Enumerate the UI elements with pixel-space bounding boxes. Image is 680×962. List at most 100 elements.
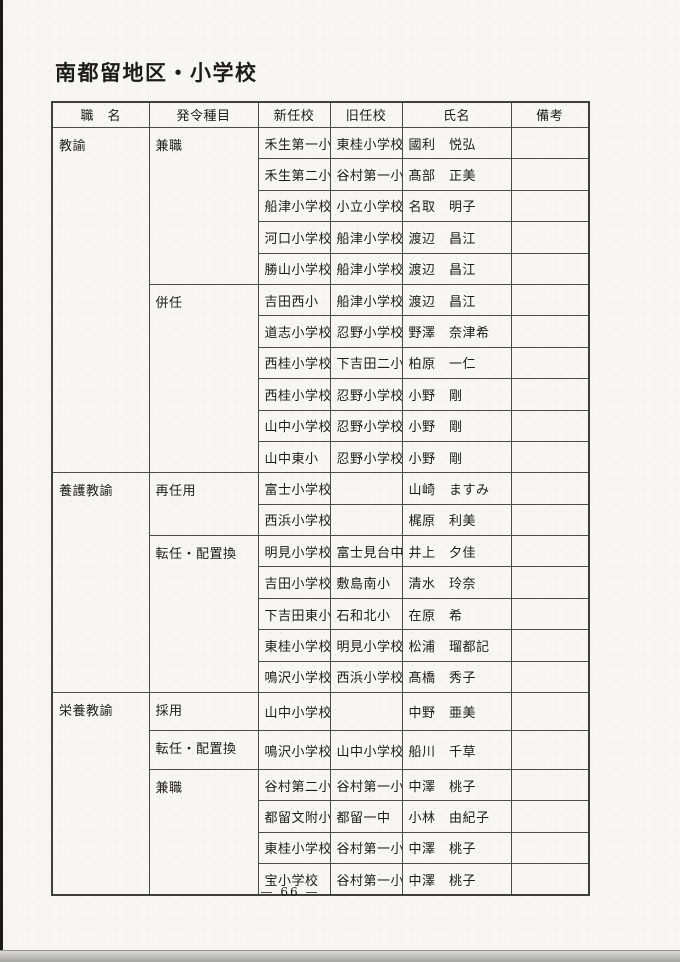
remarks-cell: [510, 472, 590, 505]
new-school-cell: 明見小学校: [257, 535, 331, 568]
name-cell: 名取 明子: [401, 189, 512, 223]
column-header-name: 氏名: [401, 101, 512, 128]
old-school-cell: 都留一中: [329, 800, 403, 833]
remarks-cell: [510, 283, 590, 317]
old-school-cell: 小立小学校: [329, 189, 403, 223]
new-school-cell: 西桂小学校: [257, 378, 331, 411]
new-school-cell: 勝山小学校: [257, 252, 331, 285]
column-header-order-type: 発令種目: [148, 101, 259, 128]
name-cell: 井上 夕佳: [401, 535, 512, 568]
table-row: 転任・配置換 鳴沢小学校 山中小学校 船川 千草: [52, 730, 590, 770]
new-school-cell: 山中東小: [257, 440, 331, 474]
remarks-cell: [510, 768, 590, 802]
old-school-cell: 谷村第一小: [329, 831, 403, 864]
new-school-cell: 東桂小学校: [257, 629, 331, 662]
name-cell: 中野 亜美: [401, 692, 512, 732]
personnel-transfer-table: 職 名 発令種目 新任校 旧任校 氏名 備考 教諭兼職 禾生第一小東桂小学校 國利 …: [51, 101, 590, 897]
order-type-cell: 転任・配置換: [148, 535, 259, 694]
old-school-cell: 西浜小学校: [329, 660, 403, 694]
old-school-cell: 船津小学校: [329, 221, 403, 254]
name-cell: 髙部 正美: [401, 158, 512, 191]
new-school-cell: 山中小学校: [257, 409, 331, 442]
name-cell: 渡辺 昌江: [401, 283, 512, 317]
page-number: — 66 —: [260, 885, 320, 899]
remarks-cell: [510, 503, 590, 537]
remarks-cell: [510, 660, 590, 694]
old-school-cell: 忍野小学校: [329, 378, 403, 411]
name-cell: 清水 玲奈: [401, 566, 512, 599]
new-school-cell: 禾生第一小: [257, 126, 331, 160]
new-school-cell: 西浜小学校: [257, 503, 331, 537]
old-school-cell: 敷島南小: [329, 566, 403, 599]
table-row: 吉田小学校 敷島南小 清水 玲奈: [52, 566, 590, 599]
name-cell: 在原 希: [401, 597, 512, 631]
remarks-cell: [510, 409, 590, 442]
name-cell: 小野 剛: [401, 378, 512, 411]
table-row: 養護教諭 再任用 富士小学校 山崎 ますみ: [51, 472, 590, 694]
new-school-cell: 鳴沢小学校: [257, 660, 331, 694]
name-cell: 髙橋 秀子: [401, 660, 512, 694]
old-school-cell: 富士見台中: [329, 535, 403, 568]
old-school-cell: [329, 472, 403, 505]
remarks-cell: [510, 189, 590, 223]
table-row: 山中東小 忍野小学校 小野 剛: [52, 440, 590, 474]
new-school-cell: 吉田西小: [257, 283, 331, 317]
remarks-cell: [510, 692, 590, 732]
new-school-cell: 山中小学校: [257, 692, 331, 732]
table-row: 下吉田東小 石和北小 在原 希: [52, 597, 590, 631]
name-cell: 梶原 利美: [401, 503, 512, 537]
table-row: 都留文附小 都留一中 小林 由紀子: [52, 800, 590, 833]
old-school-cell: 山中小学校: [329, 730, 403, 770]
new-school-cell: 都留文附小: [257, 800, 331, 833]
remarks-cell: [510, 629, 590, 662]
table-row: 転任・配置換 明見小学校 富士見台中 井上 夕佳: [52, 535, 590, 694]
order-type-cell: 採用: [148, 692, 259, 732]
job-title-cell: 養護教諭: [51, 472, 150, 694]
column-header-job-title: 職 名: [51, 101, 150, 128]
name-cell: 中澤 桃子: [401, 862, 512, 896]
old-school-cell: 忍野小学校: [329, 440, 403, 474]
job-title-cell: 栄養教諭: [51, 692, 150, 896]
name-cell: 渡辺 昌江: [401, 252, 512, 285]
name-cell: 小野 剛: [401, 409, 512, 442]
scan-edge-bottom: [0, 950, 680, 962]
table-row: 栄養教諭 採用 山中小学校 中野 亜美: [51, 692, 590, 896]
remarks-cell: [510, 346, 590, 380]
remarks-cell: [510, 862, 590, 896]
name-cell: 野澤 奈津希: [401, 315, 512, 348]
old-school-cell: 明見小学校: [329, 629, 403, 662]
old-school-cell: 谷村第一小: [329, 768, 403, 802]
new-school-cell: 河口小学校: [257, 221, 331, 254]
old-school-cell: 船津小学校: [329, 252, 403, 285]
new-school-cell: 禾生第二小: [257, 158, 331, 191]
new-school-cell: 吉田小学校: [257, 566, 331, 599]
table-header: 職 名 発令種目 新任校 旧任校 氏名 備考: [51, 101, 590, 128]
remarks-cell: [510, 535, 590, 568]
new-school-cell: 鳴沢小学校: [257, 730, 331, 770]
order-type-cell: 兼職: [148, 768, 259, 896]
name-cell: 國利 悦弘: [401, 126, 512, 160]
remarks-cell: [510, 252, 590, 285]
old-school-cell: 下吉田二小: [329, 346, 403, 380]
old-school-cell: [329, 503, 403, 537]
old-school-cell: 忍野小学校: [329, 315, 403, 348]
table-row: 勝山小学校 船津小学校 渡辺 昌江: [52, 252, 590, 285]
order-type-cell: 転任・配置換: [148, 730, 259, 770]
name-cell: 山崎 ますみ: [401, 472, 512, 505]
table-row: 兼職 谷村第二小 谷村第一小 中澤 桃子: [52, 768, 590, 896]
new-school-cell: 西桂小学校: [257, 346, 331, 380]
column-header-new-school: 新任校: [257, 101, 331, 128]
table-row: 宝小学校 谷村第一小 中澤 桃子: [52, 862, 590, 896]
name-cell: 松浦 瑠都記: [401, 629, 512, 662]
job-title-cell: 教諭: [51, 126, 150, 474]
new-school-cell: 船津小学校: [257, 189, 331, 223]
table-row: 東桂小学校 谷村第一小 中澤 桃子: [52, 831, 590, 864]
table-row: 西浜小学校 梶原 利美: [52, 503, 590, 537]
order-type-cell: 再任用: [148, 472, 259, 537]
order-type-cell: 併任: [148, 283, 259, 474]
name-cell: 柏原 一仁: [401, 346, 512, 380]
new-school-cell: 下吉田東小: [257, 597, 331, 631]
remarks-cell: [510, 440, 590, 474]
old-school-cell: 谷村第一小: [329, 862, 403, 896]
